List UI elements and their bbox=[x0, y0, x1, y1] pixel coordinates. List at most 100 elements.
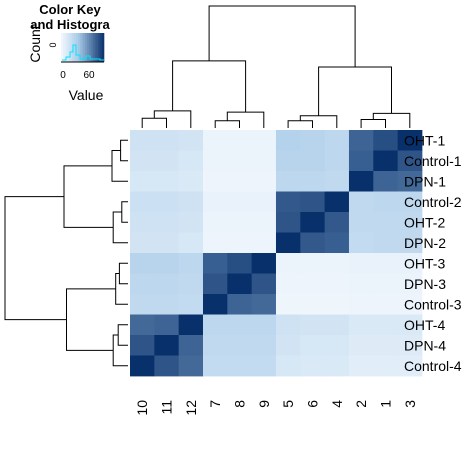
column-label: 2 bbox=[353, 400, 369, 408]
column-dendrogram-branch bbox=[226, 111, 265, 128]
heatmap-cell bbox=[275, 130, 301, 151]
heatmap-cell bbox=[227, 150, 253, 172]
heatmap-cell bbox=[373, 355, 399, 377]
heatmap-cell bbox=[178, 232, 204, 254]
heatmap-cell bbox=[397, 253, 423, 274]
heatmap-cell bbox=[130, 150, 155, 172]
heatmap-cell bbox=[373, 150, 399, 172]
heatmap-cell bbox=[348, 314, 374, 336]
heatmap-cell bbox=[154, 150, 180, 172]
heatmap-cell bbox=[154, 273, 180, 295]
heatmap-cell bbox=[324, 171, 350, 192]
heatmap-cell bbox=[300, 273, 326, 295]
column-dendrogram-branch bbox=[141, 117, 167, 128]
heatmap-cell bbox=[202, 294, 228, 315]
heatmap-cell bbox=[227, 191, 253, 213]
color-key-xtick-60: 60 bbox=[83, 70, 95, 81]
heatmap-cell bbox=[202, 171, 228, 192]
column-dendrogram-branch bbox=[208, 5, 356, 67]
heatmap-cell bbox=[373, 335, 399, 356]
heatmap-cell bbox=[227, 314, 253, 336]
column-label: 7 bbox=[207, 400, 223, 408]
heatmap-cell bbox=[178, 273, 204, 295]
heatmap-cell bbox=[251, 273, 277, 295]
column-dendrogram-branch bbox=[287, 120, 313, 128]
color-key-swatch bbox=[63, 33, 66, 62]
heatmap-cell bbox=[373, 232, 399, 254]
heatmap-cell bbox=[397, 314, 423, 336]
heatmap-cell bbox=[275, 273, 301, 295]
heatmap-cell bbox=[130, 253, 155, 274]
heatmap-cells bbox=[130, 130, 423, 377]
row-label: DPN-4 bbox=[404, 337, 446, 353]
heatmap-cell bbox=[275, 150, 301, 172]
heatmap-cell bbox=[130, 191, 155, 213]
heatmap-cell bbox=[397, 273, 423, 295]
row-label: OHT-3 bbox=[404, 255, 445, 271]
heatmap-cell bbox=[300, 212, 326, 233]
color-key-swatch bbox=[76, 33, 79, 62]
heatmap-cell bbox=[227, 273, 253, 295]
heatmap-cell bbox=[202, 355, 228, 377]
heatmap-cell bbox=[178, 355, 204, 377]
heatmap-cell bbox=[227, 355, 253, 377]
heatmap-cell bbox=[251, 314, 277, 336]
row-labels: OHT-1 Control-1 DPN-1 Control-2 OHT-2 DPN-2 OH… bbox=[404, 132, 462, 373]
heatmap-cell bbox=[397, 232, 423, 254]
heatmap-cell bbox=[373, 212, 399, 233]
heatmap-cell bbox=[202, 314, 228, 336]
row-label: OHT-4 bbox=[404, 317, 445, 333]
heatmap-cell bbox=[300, 314, 326, 336]
heatmap-cell bbox=[202, 232, 228, 254]
heatmap-cell bbox=[300, 355, 326, 377]
row-dendrogram bbox=[4, 139, 128, 367]
color-key-swatch bbox=[69, 33, 73, 62]
heatmap-cell bbox=[251, 150, 277, 172]
heatmap-cell bbox=[275, 171, 301, 192]
column-label: 3 bbox=[402, 400, 418, 408]
heatmap-cell bbox=[324, 273, 350, 295]
column-dendrogram bbox=[141, 5, 411, 128]
heatmap-cell bbox=[373, 273, 399, 295]
heatmap-cell bbox=[275, 314, 301, 336]
heatmap-cell bbox=[202, 212, 228, 233]
heatmap-cell bbox=[373, 191, 399, 213]
heatmap-cell bbox=[178, 150, 204, 172]
heatmap-cell bbox=[178, 314, 204, 336]
heatmap-cell bbox=[251, 130, 277, 151]
heatmap-cell bbox=[251, 294, 277, 315]
column-label: 12 bbox=[183, 400, 199, 416]
heatmap-cell bbox=[275, 355, 301, 377]
heatmap-cell bbox=[397, 150, 423, 172]
heatmap-cell bbox=[202, 191, 228, 213]
heatmap-cell bbox=[300, 130, 326, 151]
heatmap-cell bbox=[130, 130, 155, 151]
heatmap-cell bbox=[275, 335, 301, 356]
heatmap-cell bbox=[154, 335, 180, 356]
heatmap-cell bbox=[300, 191, 326, 213]
color-key-swatch bbox=[86, 33, 90, 62]
heatmap-cell bbox=[227, 253, 253, 274]
row-dendrogram-branch bbox=[4, 196, 67, 321]
heatmap-cell bbox=[154, 253, 180, 274]
heatmap-cell bbox=[348, 294, 374, 315]
color-key-swatch bbox=[84, 33, 88, 62]
column-label: 11 bbox=[159, 400, 175, 415]
row-label: Control-1 bbox=[404, 153, 462, 169]
heatmap-cell bbox=[324, 150, 350, 172]
column-label: 8 bbox=[232, 400, 248, 408]
color-key-title-line-1: Color Key bbox=[39, 2, 101, 17]
column-label: 6 bbox=[305, 400, 321, 408]
heatmap-cell bbox=[373, 294, 399, 315]
column-dendrogram-branch bbox=[372, 112, 411, 128]
heatmap-cell bbox=[251, 212, 277, 233]
heatmap-cell bbox=[300, 232, 326, 254]
heatmap-cell bbox=[324, 253, 350, 274]
heatmap-cell bbox=[202, 273, 228, 295]
color-key-xtick-0: 0 bbox=[60, 70, 66, 81]
row-dendrogram-branch bbox=[120, 139, 128, 162]
heatmap-cell bbox=[348, 253, 374, 274]
heatmap-cell bbox=[300, 335, 326, 356]
heatmap-cell bbox=[373, 130, 399, 151]
heatmap-cell bbox=[348, 171, 374, 192]
